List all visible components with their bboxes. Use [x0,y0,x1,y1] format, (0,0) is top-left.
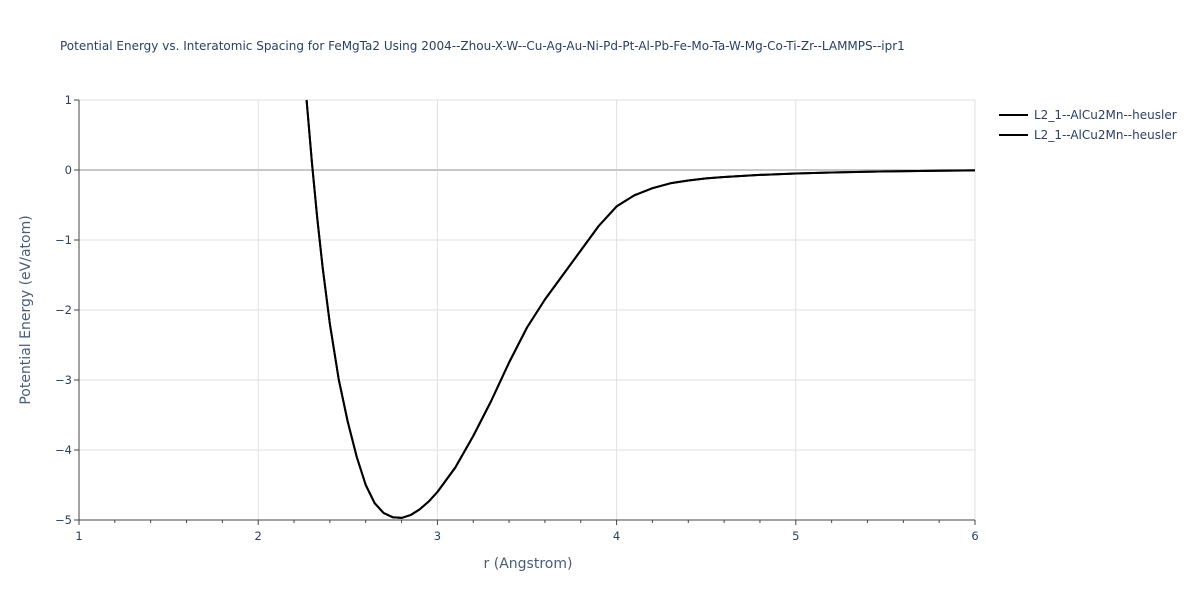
y-tick-label: −3 [55,373,72,387]
x-tick-label: 2 [255,529,262,543]
legend[interactable]: L2_1--AlCu2Mn--heusler L2_1--AlCu2Mn--heu… [999,108,1177,142]
y-tick-label: −1 [55,233,72,247]
y-tick-label: 1 [65,93,72,107]
y-tick-label: 0 [65,163,72,177]
x-axis-title: r (Angstrom) [484,556,573,572]
tick-labels: 1 2 3 4 5 6 1 0 −1 −2 −3 −4 −5 [55,93,979,543]
series-line-1 [305,99,976,519]
x-tick-label: 5 [792,529,799,543]
axes [74,99,976,525]
legend-label: L2_1--AlCu2Mn--heusler [1034,128,1177,142]
y-tick-label: −2 [55,303,72,317]
series-line-2 [305,99,976,519]
x-tick-label: 1 [75,529,82,543]
grid [79,99,976,520]
series-layer [305,99,976,519]
x-tick-label: 6 [971,529,978,543]
legend-item[interactable]: L2_1--AlCu2Mn--heusler [999,128,1177,142]
y-tick-label: −5 [55,513,72,527]
y-tick-label: −4 [55,443,72,457]
legend-label: L2_1--AlCu2Mn--heusler [1034,108,1177,122]
chart-title: Potential Energy vs. Interatomic Spacing… [60,39,905,53]
legend-item[interactable]: L2_1--AlCu2Mn--heusler [999,108,1177,122]
y-axis-title: Potential Energy (eV/atom) [18,215,34,404]
x-tick-label: 3 [434,529,441,543]
x-tick-label: 4 [613,529,620,543]
